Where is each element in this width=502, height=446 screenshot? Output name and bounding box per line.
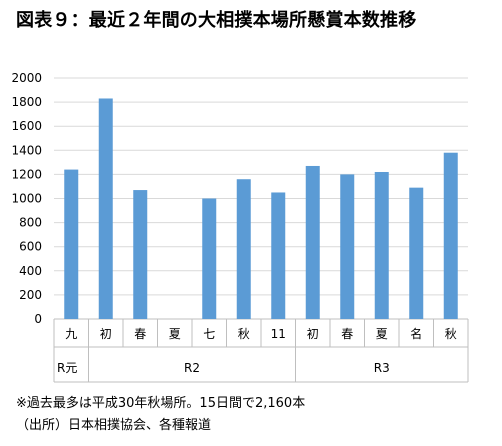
x-tick-label: 初 [307, 327, 319, 341]
bar [133, 190, 148, 319]
y-tick-label: 1600 [11, 119, 42, 133]
bar [271, 192, 286, 319]
x-tick-label: 夏 [169, 327, 181, 341]
x-tick-label: 秋 [238, 327, 250, 341]
bar [236, 179, 251, 319]
y-tick-label: 1800 [11, 95, 42, 109]
y-tick-label: 800 [19, 216, 42, 230]
bar [305, 165, 320, 319]
x-tick-label: 春 [341, 327, 353, 341]
bar [340, 174, 355, 319]
bar [443, 152, 458, 319]
y-tick-label: 2000 [11, 71, 42, 85]
group-label: R元 [57, 361, 77, 375]
x-tick-label: 春 [134, 327, 146, 341]
footnote-source: （出所）日本相撲協会、各種報道 [16, 418, 212, 433]
x-tick-label: 夏 [376, 327, 388, 341]
x-tick-label: 九 [65, 327, 77, 341]
y-tick-label: 600 [19, 240, 42, 254]
bar [98, 98, 113, 319]
x-tick-label: 初 [100, 327, 112, 341]
bar [202, 198, 217, 319]
y-tick-label: 200 [19, 288, 42, 302]
x-tick-label: 名 [410, 326, 422, 341]
y-tick-label: 1400 [11, 143, 42, 157]
x-tick-label: 11 [271, 327, 286, 341]
x-tick-label: 秋 [445, 327, 457, 341]
bar [64, 169, 79, 319]
group-label: R2 [184, 361, 200, 375]
footnote-record: ※過去最多は平成30年秋場所。15日間で2,160本 [16, 396, 306, 411]
bar [374, 171, 389, 319]
y-tick-label: 1000 [11, 192, 42, 206]
y-tick-label: 0 [34, 312, 42, 326]
bar [409, 187, 424, 319]
y-tick-label: 400 [19, 264, 42, 278]
x-tick-label: 七 [203, 327, 215, 341]
chart-title: 図表９：最近２年間の大相撲本場所懸賞本数推移 [16, 10, 417, 31]
y-tick-label: 1200 [11, 167, 42, 181]
group-label: R3 [374, 361, 390, 375]
